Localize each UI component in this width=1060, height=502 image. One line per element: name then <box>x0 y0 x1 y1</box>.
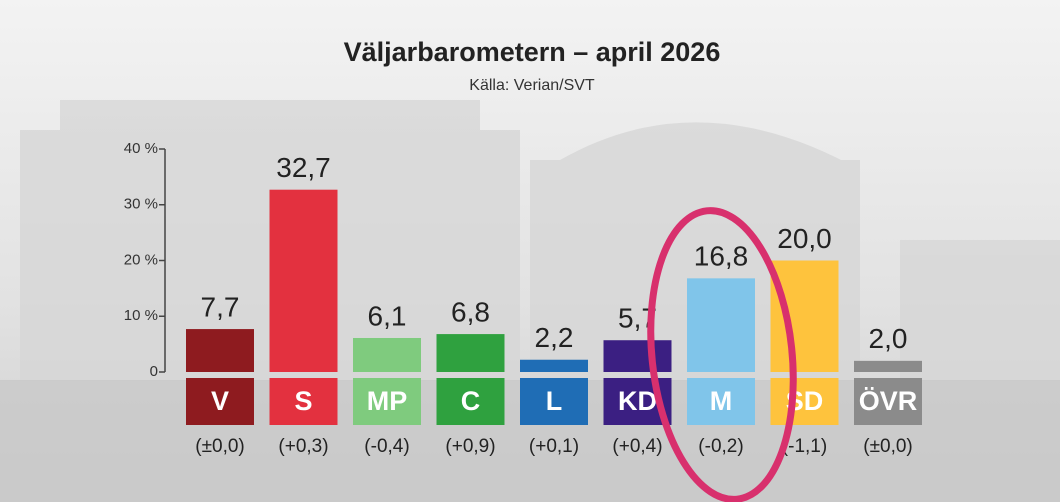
value-label: 20,0 <box>777 223 832 254</box>
x-tick-label: ÖVR <box>859 386 918 416</box>
chart-title: Väljarbarometern – april 2026 <box>344 37 721 67</box>
chart-subtitle: Källa: Verian/SVT <box>469 77 595 94</box>
y-tick-label: 30 % <box>124 196 158 213</box>
category-box <box>269 378 338 425</box>
bar <box>269 189 338 372</box>
bar <box>854 360 922 372</box>
bar <box>520 359 588 372</box>
value-label: 2,0 <box>869 323 908 354</box>
category-box <box>186 378 254 425</box>
category-box <box>687 378 755 425</box>
change-label: (-0,2) <box>698 436 743 457</box>
y-tick-label: 0 <box>150 363 158 380</box>
category-box <box>770 378 839 425</box>
x-tick-label: V <box>211 386 229 416</box>
category-box <box>353 378 421 425</box>
x-tick-label: C <box>461 386 481 416</box>
change-label: (±0,0) <box>195 436 245 457</box>
y-tick-label: 20 % <box>124 251 158 268</box>
x-tick-label: L <box>546 386 563 416</box>
value-label: 2,2 <box>535 322 574 353</box>
category-box <box>854 378 922 425</box>
bar <box>353 337 421 372</box>
x-tick-label: M <box>710 386 733 416</box>
value-label: 32,7 <box>276 152 331 183</box>
x-tick-label: KD <box>618 386 657 416</box>
bar <box>770 260 839 372</box>
value-label: 6,8 <box>451 296 490 327</box>
highlight-ellipse <box>647 207 797 502</box>
change-label: (+0,1) <box>529 436 579 457</box>
change-label: (-1,1) <box>782 436 827 457</box>
value-label: 6,1 <box>368 300 407 331</box>
bar <box>186 329 254 372</box>
bar <box>603 340 672 372</box>
bar <box>436 334 505 372</box>
value-label: 7,7 <box>201 291 240 322</box>
change-label: (+0,9) <box>445 436 495 457</box>
y-tick-label: 40 % <box>124 140 158 157</box>
x-tick-label: MP <box>367 386 408 416</box>
change-label: (-0,4) <box>364 436 409 457</box>
bar <box>687 278 755 372</box>
change-label: (+0,3) <box>278 436 328 457</box>
x-tick-label: S <box>294 386 312 416</box>
change-label: (+0,4) <box>612 436 662 457</box>
value-label: 16,8 <box>694 241 749 272</box>
category-box <box>436 378 505 425</box>
y-tick-label: 10 % <box>124 307 158 324</box>
change-label: (±0,0) <box>863 436 913 457</box>
category-box <box>520 378 588 425</box>
